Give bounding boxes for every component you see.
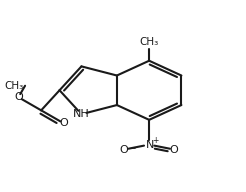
Text: NH: NH: [73, 109, 90, 119]
Text: +: +: [153, 136, 159, 145]
Text: CH₃: CH₃: [139, 37, 159, 47]
Text: O: O: [120, 145, 128, 155]
Text: O: O: [60, 118, 68, 128]
Text: CH₃: CH₃: [5, 81, 24, 91]
Text: −: −: [128, 143, 135, 152]
Text: O: O: [14, 92, 23, 102]
Text: N: N: [146, 140, 154, 150]
Text: O: O: [170, 145, 179, 155]
